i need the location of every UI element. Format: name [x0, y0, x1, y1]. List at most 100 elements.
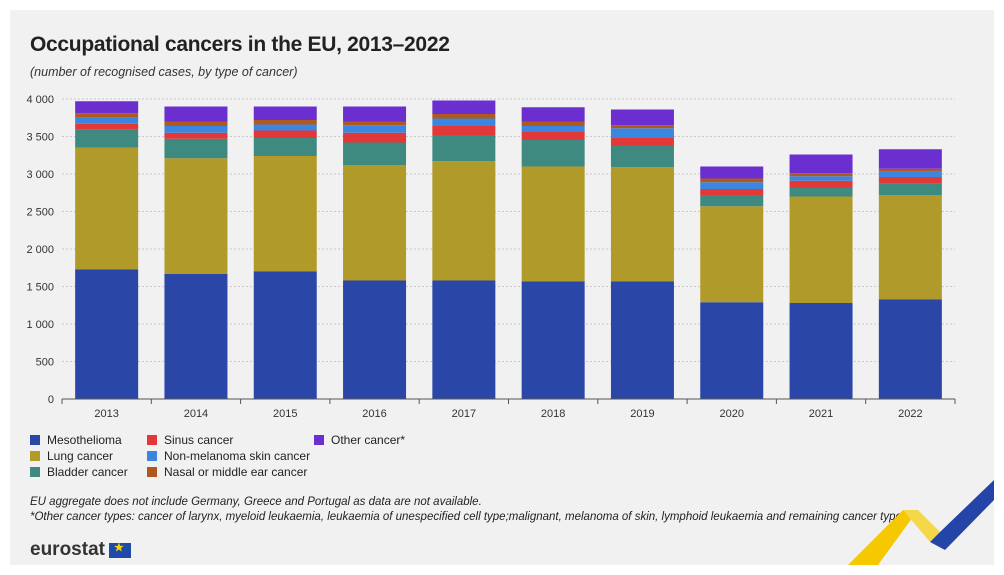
legend-label: Nasal or middle ear cancer — [164, 465, 308, 479]
note-eu-aggregate: EU aggregate does not include Germany, G… — [30, 496, 482, 508]
bar-segment — [253, 120, 317, 125]
legend-item: Non-melanoma skin cancer — [147, 449, 310, 463]
bar-segment — [432, 114, 496, 119]
legend-item: Nasal or middle ear cancer — [147, 465, 307, 479]
bar-segment — [878, 299, 942, 399]
bar-segment — [610, 128, 674, 138]
legend-label: Lung cancer — [47, 449, 114, 463]
bar-segment — [432, 135, 496, 162]
bar-segment — [521, 126, 585, 132]
y-tick-label: 3 500 — [26, 132, 54, 144]
chart-legend: Mesothelioma Lung cancer Bladder cancer Sin… — [30, 433, 550, 483]
bar-segment — [700, 302, 764, 399]
bar-segment — [521, 107, 585, 122]
y-tick-label: 3 000 — [26, 169, 54, 181]
bar-segment — [164, 121, 228, 126]
bar-segment — [610, 125, 674, 129]
legend-label: Mesothelioma — [47, 433, 122, 447]
legend-item: Bladder cancer — [30, 465, 128, 479]
bar-segment — [610, 281, 674, 399]
bar-segment — [343, 121, 407, 126]
bar-segment — [164, 106, 228, 122]
legend-swatch — [314, 435, 324, 445]
x-tick-label: 2013 — [94, 408, 118, 420]
y-tick-label: 4 000 — [26, 94, 54, 106]
swoosh-yellow-shape — [848, 510, 918, 565]
bar-segment — [432, 280, 496, 399]
bar-segment — [878, 171, 942, 177]
x-tick-label: 2022 — [898, 408, 922, 420]
bar-segment — [521, 132, 585, 140]
bar-segment — [75, 113, 139, 118]
bar-segment — [75, 269, 139, 399]
bar-segment — [878, 177, 942, 184]
bar-segment — [75, 123, 139, 130]
bar-segment — [343, 142, 407, 165]
legend-swatch — [147, 451, 157, 461]
bar-segment — [521, 166, 585, 282]
legend-swatch — [30, 435, 40, 445]
x-tick-label: 2017 — [452, 408, 476, 420]
legend-item: Sinus cancer — [147, 433, 233, 447]
bar-segment — [343, 132, 407, 143]
bar-segment — [878, 183, 942, 195]
eurostat-logo: eurostat — [30, 539, 131, 561]
y-tick-label: 500 — [36, 357, 54, 369]
bar-segment — [521, 121, 585, 126]
bar-segment — [432, 118, 496, 126]
x-tick-label: 2014 — [184, 408, 208, 420]
y-tick-label: 2 500 — [26, 207, 54, 219]
bar-segment — [521, 139, 585, 167]
bar-segment — [164, 273, 228, 399]
bar-segment — [343, 106, 407, 122]
y-tick-label: 2 000 — [26, 244, 54, 256]
x-tick-label: 2015 — [273, 408, 297, 420]
bar-segment — [789, 187, 853, 197]
chart-subtitle: (number of recognised cases, by type of … — [30, 65, 298, 79]
bar-segment — [75, 147, 139, 270]
x-tick-label: 2019 — [630, 408, 654, 420]
bar-segment — [789, 176, 853, 181]
bar-segment — [253, 130, 317, 138]
legend-swatch — [30, 451, 40, 461]
bar-segment — [75, 117, 139, 124]
bar-segment — [878, 195, 942, 300]
legend-swatch — [30, 467, 40, 477]
bar-segment — [610, 138, 674, 146]
legend-item: Mesothelioma — [30, 433, 122, 447]
bar-segment — [75, 129, 139, 148]
bar-segment — [700, 195, 764, 207]
bar-segment — [789, 154, 853, 174]
bar-segment — [164, 132, 228, 139]
eurostat-logo-text: eurostat — [30, 539, 105, 560]
bar-segment — [75, 101, 139, 114]
y-tick-label: 0 — [48, 394, 54, 406]
bar-segment — [789, 303, 853, 399]
bar-segment — [164, 138, 228, 159]
bar-segment — [878, 149, 942, 169]
swoosh-yellow-tail — [903, 510, 940, 542]
legend-item: Other cancer* — [314, 433, 405, 447]
bar-segment — [343, 280, 407, 399]
bar-segment — [253, 124, 317, 131]
bar-segment — [253, 106, 317, 120]
legend-label: Other cancer* — [331, 433, 406, 447]
bar-segment — [432, 100, 496, 114]
swoosh-blue-shape — [930, 480, 994, 550]
y-tick-label: 1 500 — [26, 282, 54, 294]
bar-segment — [700, 178, 764, 183]
bar-segment — [878, 168, 942, 172]
bar-segment — [789, 196, 853, 303]
bar-segment — [700, 166, 764, 179]
bar-segment — [164, 126, 228, 133]
bar-segment — [610, 167, 674, 282]
legend-label: Bladder cancer — [47, 465, 128, 479]
bar-segment — [343, 165, 407, 281]
bar-segment — [700, 206, 764, 303]
legend-swatch — [147, 467, 157, 477]
bar-segment — [610, 109, 674, 126]
chart-title: Occupational cancers in the EU, 2013–202… — [30, 33, 450, 56]
bar-segment — [253, 156, 317, 272]
